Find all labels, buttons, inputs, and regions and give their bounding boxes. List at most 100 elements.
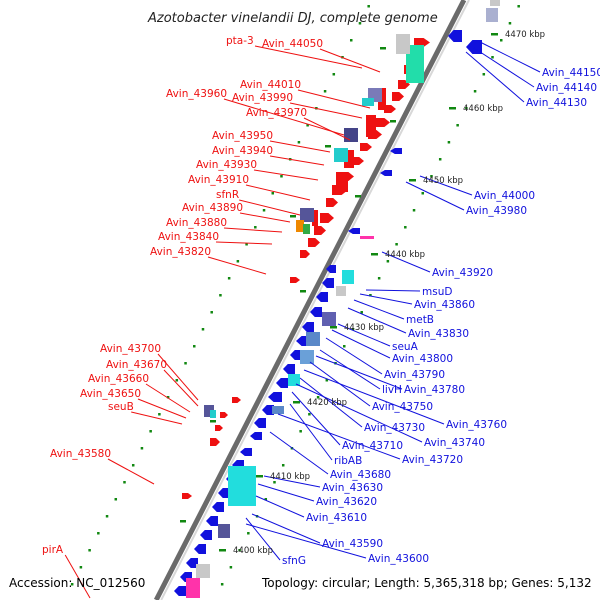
tick-dot	[332, 73, 336, 76]
tick-dot	[412, 209, 416, 212]
tick-dot	[491, 56, 494, 59]
reverse-gene-arrow	[218, 488, 230, 498]
tick-dot	[395, 243, 398, 246]
reverse-leader-line	[325, 337, 383, 375]
reverse-gene-arrow	[240, 448, 252, 456]
tick-dot	[201, 328, 205, 331]
tick-dot	[316, 396, 320, 399]
forward-gene-block	[312, 210, 318, 226]
reverse-gene-label: Avin_43750	[372, 401, 433, 413]
forward-gene-label: Avin_43890	[182, 202, 243, 214]
reverse-gene-arrow	[206, 516, 218, 526]
forward-leader-line	[253, 169, 319, 181]
forward-gene-arrow	[300, 250, 310, 258]
tick-dot	[325, 379, 329, 382]
reverse-gene-arrow	[380, 170, 392, 176]
reverse-gene-arrow	[262, 405, 274, 415]
gene-block	[490, 0, 500, 6]
forward-gene-label: Avin_43660	[88, 373, 149, 385]
reverse-gene-label: seuA	[392, 341, 419, 353]
tick-dot	[404, 226, 407, 229]
tick-dot	[281, 464, 285, 467]
gene-block	[228, 466, 256, 506]
gene-block	[300, 350, 314, 364]
tick-dot	[114, 498, 118, 501]
tick-dot	[465, 107, 468, 110]
reverse-gene-label: Avin_43830	[408, 328, 469, 340]
forward-gene-block	[344, 150, 354, 168]
forward-gene-label: Avin_43970	[246, 107, 307, 119]
gene-block	[360, 236, 374, 239]
forward-gene-label: Avin_43840	[158, 231, 219, 243]
forward-gene-label: Avin_43910	[188, 174, 249, 186]
forward-leader-line	[303, 117, 351, 141]
forward-gene-label: Avin_43940	[212, 145, 273, 157]
forward-leader-line	[245, 184, 311, 201]
kbp-dash	[491, 33, 498, 36]
reverse-gene-label: Avin_43980	[466, 205, 527, 217]
gene-block	[334, 148, 348, 162]
forward-gene-arrow	[210, 438, 220, 446]
reverse-gene-label: Avin_43600	[368, 553, 429, 565]
reverse-gene-label: Avin_44130	[526, 97, 587, 109]
forward-gene-label: Avin_43700	[100, 343, 161, 355]
forward-leader-line	[131, 411, 183, 425]
forward-leader-line	[239, 199, 301, 216]
forward-gene-arrow	[384, 105, 396, 113]
kbp-dash	[256, 475, 263, 478]
tick-dot	[323, 90, 327, 93]
gene-block	[296, 220, 304, 232]
forward-leader-line	[254, 45, 363, 69]
tick-dot	[166, 396, 170, 399]
forward-leader-line	[223, 227, 283, 233]
forward-gene-arrow	[376, 118, 390, 127]
gene-block	[218, 524, 230, 538]
reverse-gene-label: Avin_44150	[542, 67, 600, 79]
gene-block	[196, 564, 210, 578]
reverse-leader-line	[277, 413, 401, 460]
forward-leader-line	[239, 212, 291, 223]
reverse-gene-label: Avin_43620	[316, 496, 377, 508]
reverse-leader-line	[291, 391, 341, 446]
forward-gene-arrow	[392, 92, 404, 101]
forward-leader-line	[289, 102, 363, 119]
forward-leader-line	[137, 398, 187, 419]
tick-dot	[473, 90, 477, 93]
tick-dot	[517, 5, 520, 8]
forward-leader-line	[297, 89, 371, 109]
gene-block	[303, 224, 310, 234]
reverse-gene-label: Avin_43860	[414, 299, 475, 311]
forward-gene-label: Avin_43650	[80, 388, 141, 400]
forward-gene-label: Avin_43820	[150, 246, 211, 258]
tick-dash	[300, 290, 306, 293]
tick-dot	[184, 362, 187, 365]
kbp-label: 4460 kbp	[463, 104, 503, 114]
tick-dot	[158, 413, 161, 416]
reverse-gene-label: Avin_43740	[424, 437, 485, 449]
tick-dot	[105, 515, 109, 518]
reverse-gene-label: ribAB	[334, 455, 362, 467]
tick-dot	[438, 158, 442, 161]
reverse-gene-label: Avin_43790	[384, 369, 445, 381]
tick-dot	[219, 294, 222, 297]
forward-leader-line	[319, 48, 381, 73]
tick-dot	[70, 583, 74, 586]
tick-dot	[238, 549, 241, 552]
reverse-gene-arrow	[276, 378, 288, 388]
tick-dash	[355, 195, 361, 198]
gene-block	[342, 270, 354, 284]
tick-dot	[351, 328, 355, 331]
forward-leader-line	[207, 256, 267, 275]
reverse-gene-label: Avin_44000	[474, 190, 535, 202]
tick-dot	[421, 192, 425, 195]
gene-block	[186, 578, 200, 598]
reverse-gene-label: metB	[406, 314, 434, 326]
forward-gene-arrow	[326, 198, 338, 207]
reverse-gene-label: Avin_43680	[330, 469, 391, 481]
tick-dot	[229, 566, 233, 569]
kbp-label: 4420 kbp	[307, 398, 347, 408]
forward-gene-arrow	[320, 213, 334, 223]
tick-dot	[210, 311, 213, 314]
